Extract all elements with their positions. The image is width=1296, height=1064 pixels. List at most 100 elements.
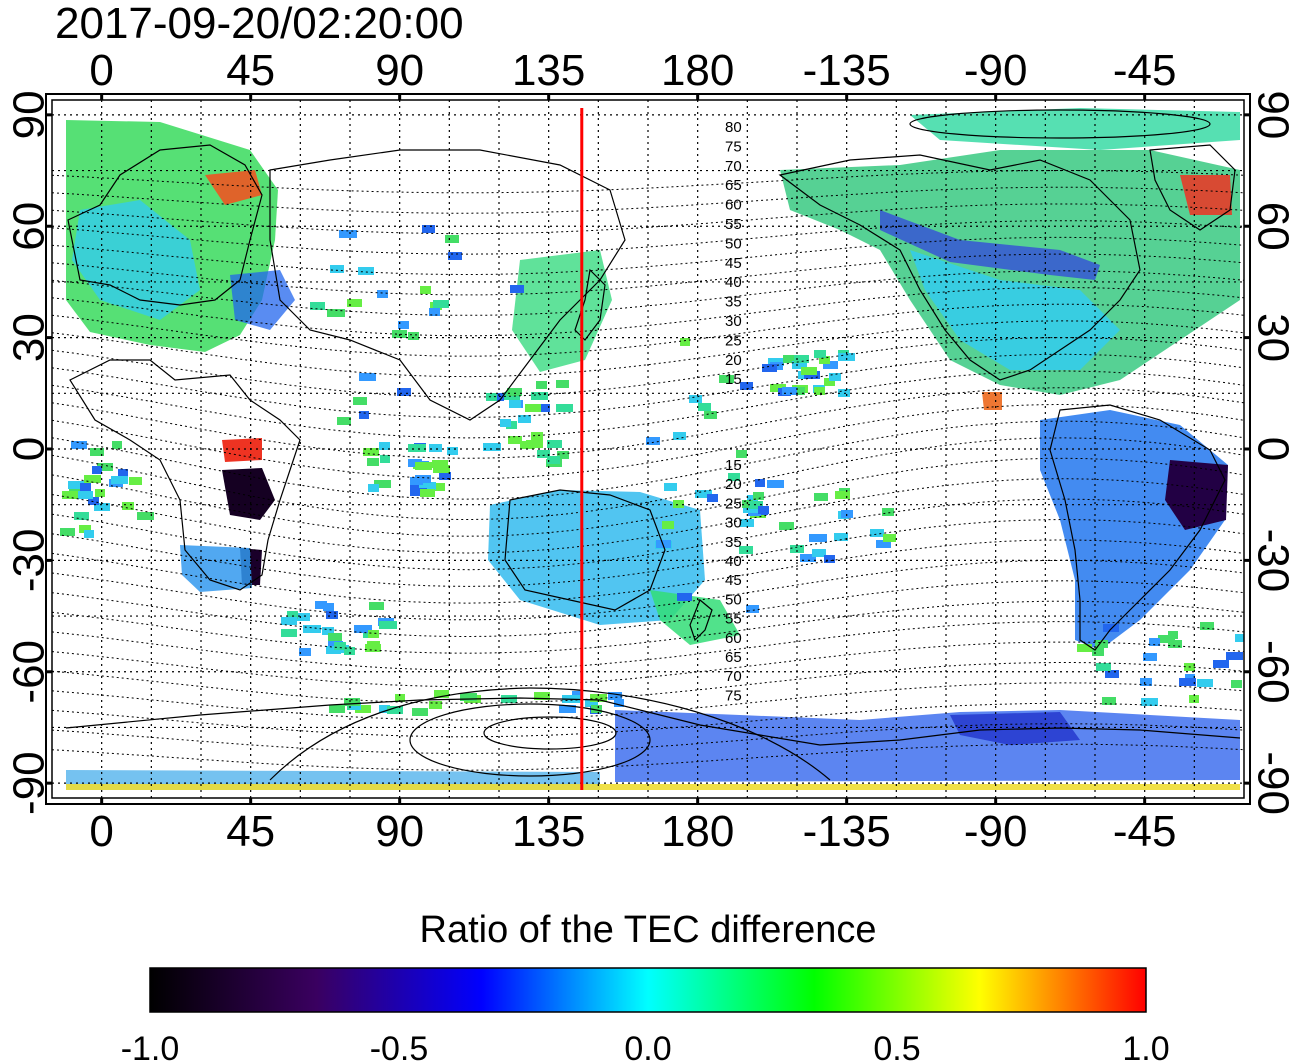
contour-label: 40: [725, 553, 742, 570]
tec-cell: [591, 705, 602, 713]
magnetic-contour-line: [51, 478, 1245, 554]
tec-cell: [1092, 648, 1104, 656]
tec-cell: [556, 404, 573, 412]
tec-cell: [398, 321, 409, 329]
coast-asia: [269, 149, 626, 421]
contour-label: 50: [725, 591, 742, 608]
magnetic-contour-line: [51, 702, 1245, 738]
contour-label: 40: [725, 274, 742, 291]
right-tick: [1244, 447, 1250, 451]
tec-cell: [94, 503, 110, 511]
tec-cell: [79, 525, 91, 533]
tec-cell: [97, 463, 113, 471]
left-tick: [46, 670, 52, 674]
tec-cell: [118, 469, 128, 477]
magnetic-contour-line: [51, 353, 1245, 418]
tec-cell: [740, 382, 753, 390]
tec-cell: [753, 492, 764, 500]
tec-cell: [310, 302, 325, 310]
tec-region-africa-south: [180, 545, 252, 592]
right-latitude-label: 0: [1248, 437, 1296, 461]
tec-cell: [380, 455, 390, 463]
tec-region-south-america-dark: [1165, 460, 1228, 530]
top-tick: [547, 94, 551, 100]
tec-cell: [433, 300, 449, 308]
tec-cell: [330, 265, 344, 273]
tec-cell: [294, 613, 310, 621]
left-latitude-label: -30: [5, 529, 54, 593]
tec-cell: [344, 698, 360, 706]
tec-cell: [739, 546, 753, 554]
tec-cell: [434, 690, 449, 698]
tec-cell: [408, 332, 419, 340]
tec-cell: [556, 380, 569, 388]
tec-cell: [90, 448, 104, 456]
tec-cell: [704, 411, 717, 419]
bottom-tick: [845, 798, 849, 804]
magnetic-contour-line: [51, 661, 1245, 704]
tec-cell: [137, 512, 154, 520]
tec-cell: [508, 436, 522, 444]
tec-region-north-america: [780, 150, 1240, 395]
tec-cell: [354, 625, 372, 633]
tec-cell: [689, 395, 702, 403]
tec-cell: [281, 617, 297, 625]
contour-label: 65: [725, 649, 742, 666]
top-longitude-label: 45: [226, 46, 275, 95]
magnetic-contour-line: [51, 186, 1245, 214]
tec-cell: [1235, 634, 1244, 642]
tec-cell: [74, 512, 89, 520]
tec-cell: [755, 479, 765, 487]
tec-cell: [432, 460, 448, 468]
right-tick: [1244, 336, 1250, 340]
tec-cell: [834, 533, 848, 541]
tec-cell: [339, 230, 357, 238]
antarctic-contour-inner: [483, 716, 617, 750]
tec-cell: [429, 308, 440, 316]
tec-cell: [1102, 697, 1116, 705]
magnetic-contour-line: [51, 559, 1245, 621]
tec-cell: [746, 605, 759, 613]
coast-antarctica: [65, 697, 1241, 746]
tec-cell: [534, 404, 550, 412]
coastlines: [65, 109, 1241, 781]
axis-ticks: [46, 94, 1250, 804]
contour-label: 75: [725, 687, 742, 704]
left-latitude-label: 90: [5, 90, 54, 139]
tec-cell: [547, 456, 560, 464]
bottom-tick: [696, 798, 700, 804]
bottom-longitude-label: -135: [803, 807, 891, 856]
tec-cell: [80, 483, 91, 491]
contour-label: 60: [725, 630, 742, 647]
contour-label: 45: [725, 255, 742, 272]
tec-cell: [387, 706, 403, 714]
left-tick: [46, 113, 52, 117]
magnetic-contour-line: [51, 600, 1245, 654]
tec-cell: [492, 393, 504, 401]
tec-cell: [439, 472, 451, 480]
tec-cell: [882, 508, 894, 516]
tec-cell: [415, 475, 431, 483]
tec-cell: [315, 601, 327, 609]
tec-cell: [501, 695, 517, 703]
contour-label: 35: [725, 294, 742, 311]
tec-cell: [662, 521, 674, 529]
bottom-longitude-label: 180: [661, 807, 734, 856]
tec-cell: [129, 477, 142, 485]
tec-cell: [838, 353, 855, 361]
tec-cell: [374, 480, 391, 488]
left-latitude-label: 30: [5, 313, 54, 362]
tec-cell: [824, 378, 835, 386]
tec-cell: [747, 495, 758, 503]
tec-cell: [408, 444, 426, 452]
tec-cell: [1143, 653, 1157, 661]
contour-label: 25: [725, 332, 742, 349]
tec-cell: [1168, 631, 1178, 639]
tec-cell: [812, 549, 826, 557]
contour-label: 30: [725, 515, 742, 532]
top-longitude-label: -45: [1113, 46, 1177, 95]
tec-cell: [557, 451, 569, 459]
left-tick: [46, 336, 52, 340]
tec-cell: [883, 534, 896, 542]
tec-cell: [736, 450, 747, 458]
